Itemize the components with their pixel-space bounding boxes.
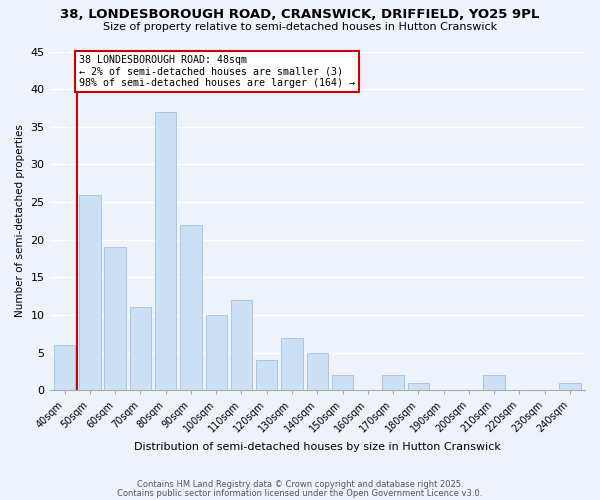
X-axis label: Distribution of semi-detached houses by size in Hutton Cranswick: Distribution of semi-detached houses by …	[134, 442, 501, 452]
Bar	[281, 338, 303, 390]
Bar	[307, 352, 328, 390]
Bar	[484, 375, 505, 390]
Bar	[332, 375, 353, 390]
Bar	[559, 382, 581, 390]
Text: 38, LONDESBOROUGH ROAD, CRANSWICK, DRIFFIELD, YO25 9PL: 38, LONDESBOROUGH ROAD, CRANSWICK, DRIFF…	[61, 8, 539, 20]
Bar	[231, 300, 252, 390]
Text: 38 LONDESBOROUGH ROAD: 48sqm
← 2% of semi-detached houses are smaller (3)
98% of: 38 LONDESBOROUGH ROAD: 48sqm ← 2% of sem…	[79, 56, 355, 88]
Bar	[382, 375, 404, 390]
Text: Size of property relative to semi-detached houses in Hutton Cranswick: Size of property relative to semi-detach…	[103, 22, 497, 32]
Bar	[79, 194, 101, 390]
Bar	[407, 382, 429, 390]
Bar	[104, 247, 126, 390]
Bar	[256, 360, 277, 390]
Bar	[206, 315, 227, 390]
Bar	[155, 112, 176, 390]
Y-axis label: Number of semi-detached properties: Number of semi-detached properties	[15, 124, 25, 318]
Bar	[180, 224, 202, 390]
Text: Contains HM Land Registry data © Crown copyright and database right 2025.: Contains HM Land Registry data © Crown c…	[137, 480, 463, 489]
Bar	[130, 308, 151, 390]
Text: Contains public sector information licensed under the Open Government Licence v3: Contains public sector information licen…	[118, 488, 482, 498]
Bar	[54, 345, 76, 390]
